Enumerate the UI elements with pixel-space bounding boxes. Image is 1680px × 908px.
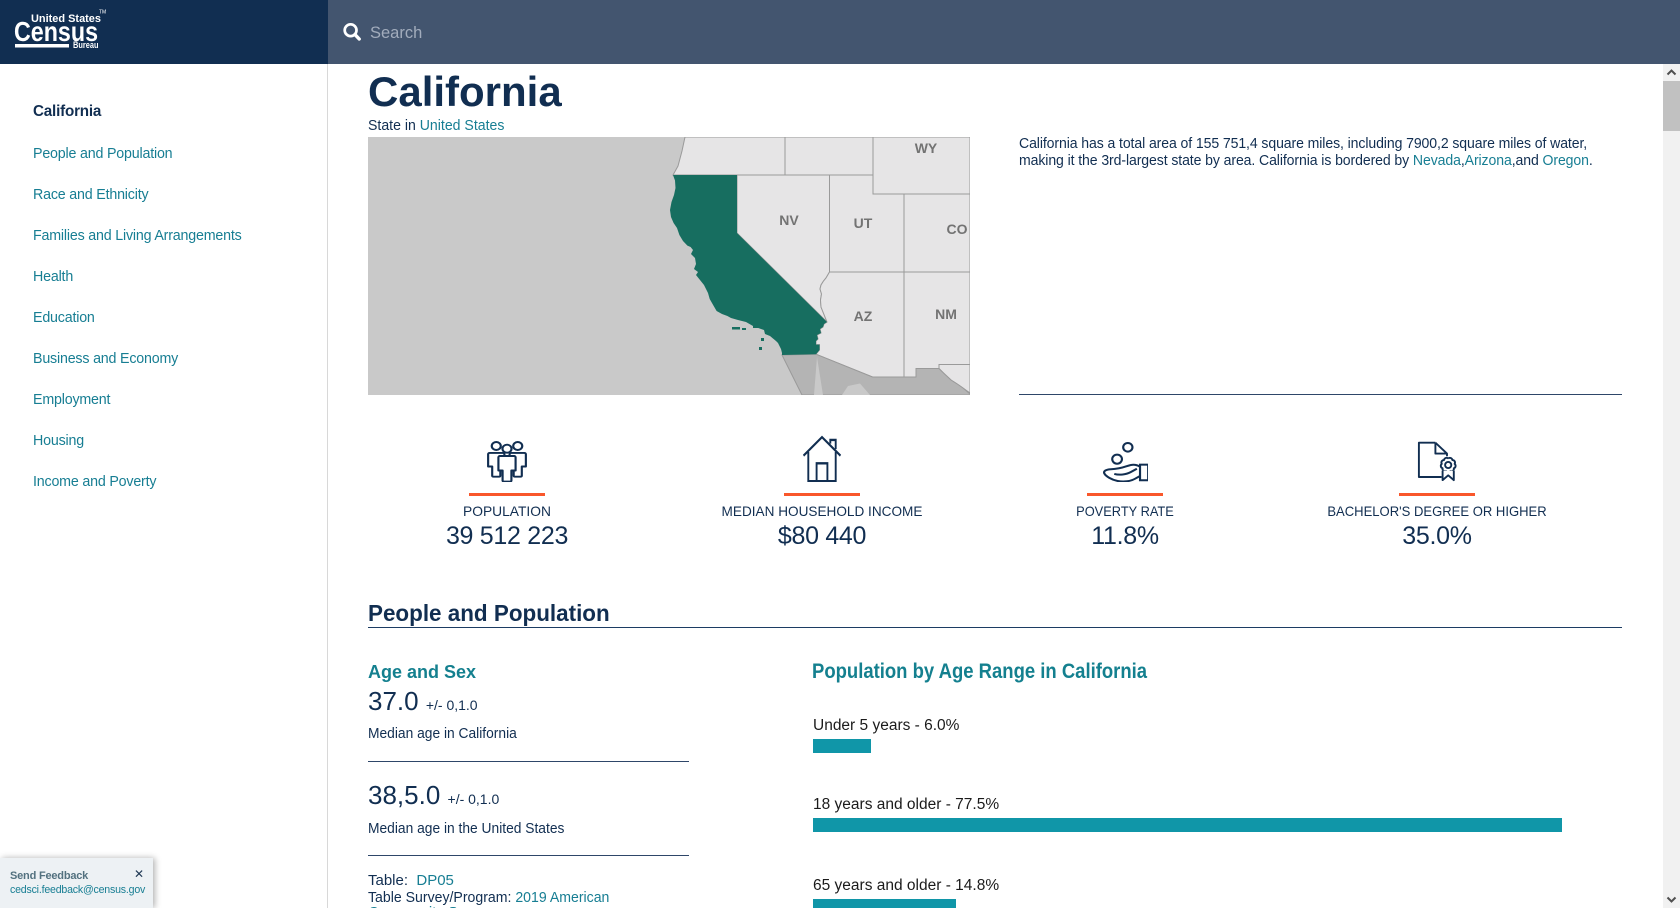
- svg-text:United States: United States: [31, 13, 101, 25]
- svg-text:NV: NV: [779, 212, 799, 228]
- svg-text:WY: WY: [915, 140, 938, 156]
- svg-text:UT: UT: [854, 215, 873, 231]
- svg-text:NM: NM: [935, 306, 957, 322]
- svg-text:TM: TM: [99, 10, 106, 16]
- svg-text:Bureau: Bureau: [73, 40, 99, 51]
- svg-text:AZ: AZ: [854, 308, 873, 324]
- svg-text:CO: CO: [947, 221, 968, 237]
- svg-text:Census: Census: [14, 16, 98, 47]
